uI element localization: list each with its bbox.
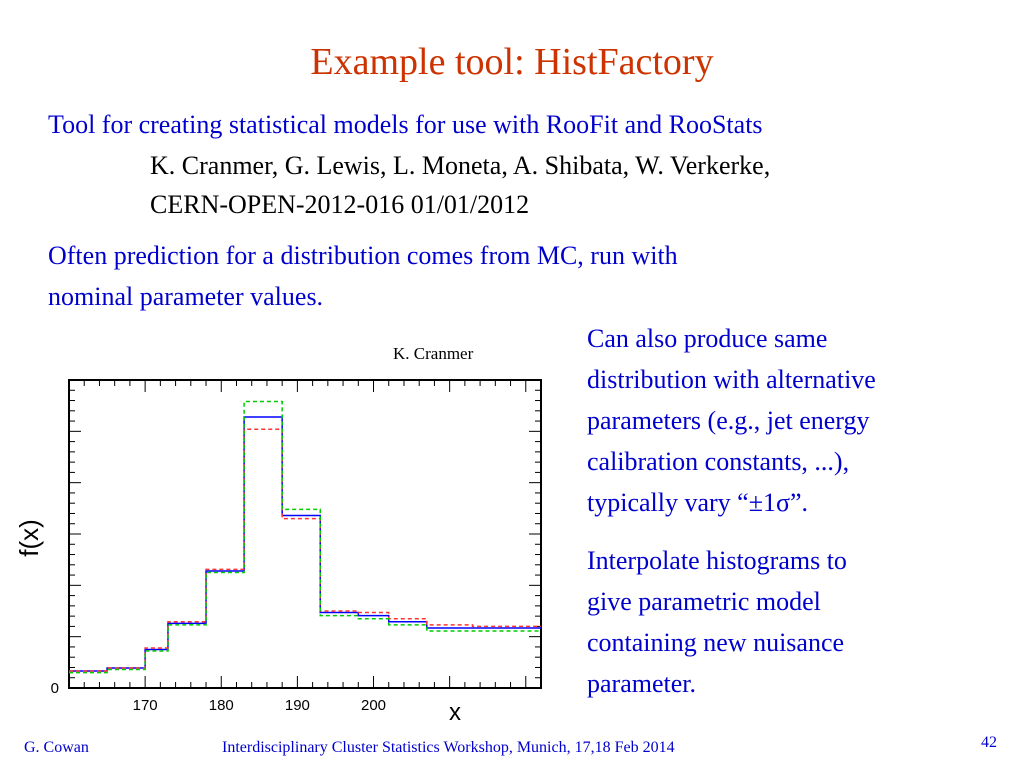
right-paragraph-2: Interpolate histograms to give parametri… xyxy=(587,540,1007,704)
reference-line: CERN-OPEN-2012-016 01/01/2012 xyxy=(150,190,530,219)
histogram-series-1 xyxy=(69,428,541,672)
histogram-series-0 xyxy=(69,416,541,672)
right-p1-line: parameters (e.g., jet energy xyxy=(587,406,870,435)
right-p1-line: distribution with alternative xyxy=(587,365,876,394)
histogram-series-2 xyxy=(69,400,541,674)
authors-line: K. Cranmer, G. Lewis, L. Moneta, A. Shib… xyxy=(150,151,771,180)
x-tick-label: 200 xyxy=(361,697,386,714)
right-p1-line: calibration constants, ...), xyxy=(587,447,850,476)
right-p2-line: containing new nuisance xyxy=(587,628,845,657)
right-p2-line: Interpolate histograms to xyxy=(587,546,847,575)
chart-credit: K. Cranmer xyxy=(393,344,474,363)
right-paragraph-1: Can also produce same distribution with … xyxy=(587,318,1007,523)
plot-frame xyxy=(68,379,542,689)
y-tick-label: 0 xyxy=(51,680,59,697)
histogram-chart: 170 180 190 200 0 f(x) x xyxy=(14,379,542,726)
x-axis-label: x xyxy=(449,699,461,726)
right-p1-line: typically vary “±1σ”. xyxy=(587,488,809,517)
right-p2-line: give parametric model xyxy=(587,587,821,616)
right-p1-line: Can also produce same xyxy=(587,324,828,353)
page-number: 42 xyxy=(981,734,997,751)
x-tick-label: 170 xyxy=(133,697,158,714)
para2-line2: nominal parameter values. xyxy=(48,282,324,311)
para2-line1: Often prediction for a distribution come… xyxy=(48,241,678,270)
intro-line: Tool for creating statistical models for… xyxy=(48,110,763,139)
y-axis-label: f(x) xyxy=(14,519,44,557)
footer-author: G. Cowan xyxy=(24,739,89,756)
footer-event: Interdisciplinary Cluster Statistics Wor… xyxy=(222,739,675,756)
x-tick-label: 180 xyxy=(209,697,234,714)
x-tick-label: 190 xyxy=(285,697,310,714)
right-p2-line: parameter. xyxy=(587,669,696,698)
slide-title: Example tool: HistFactory xyxy=(310,41,714,83)
